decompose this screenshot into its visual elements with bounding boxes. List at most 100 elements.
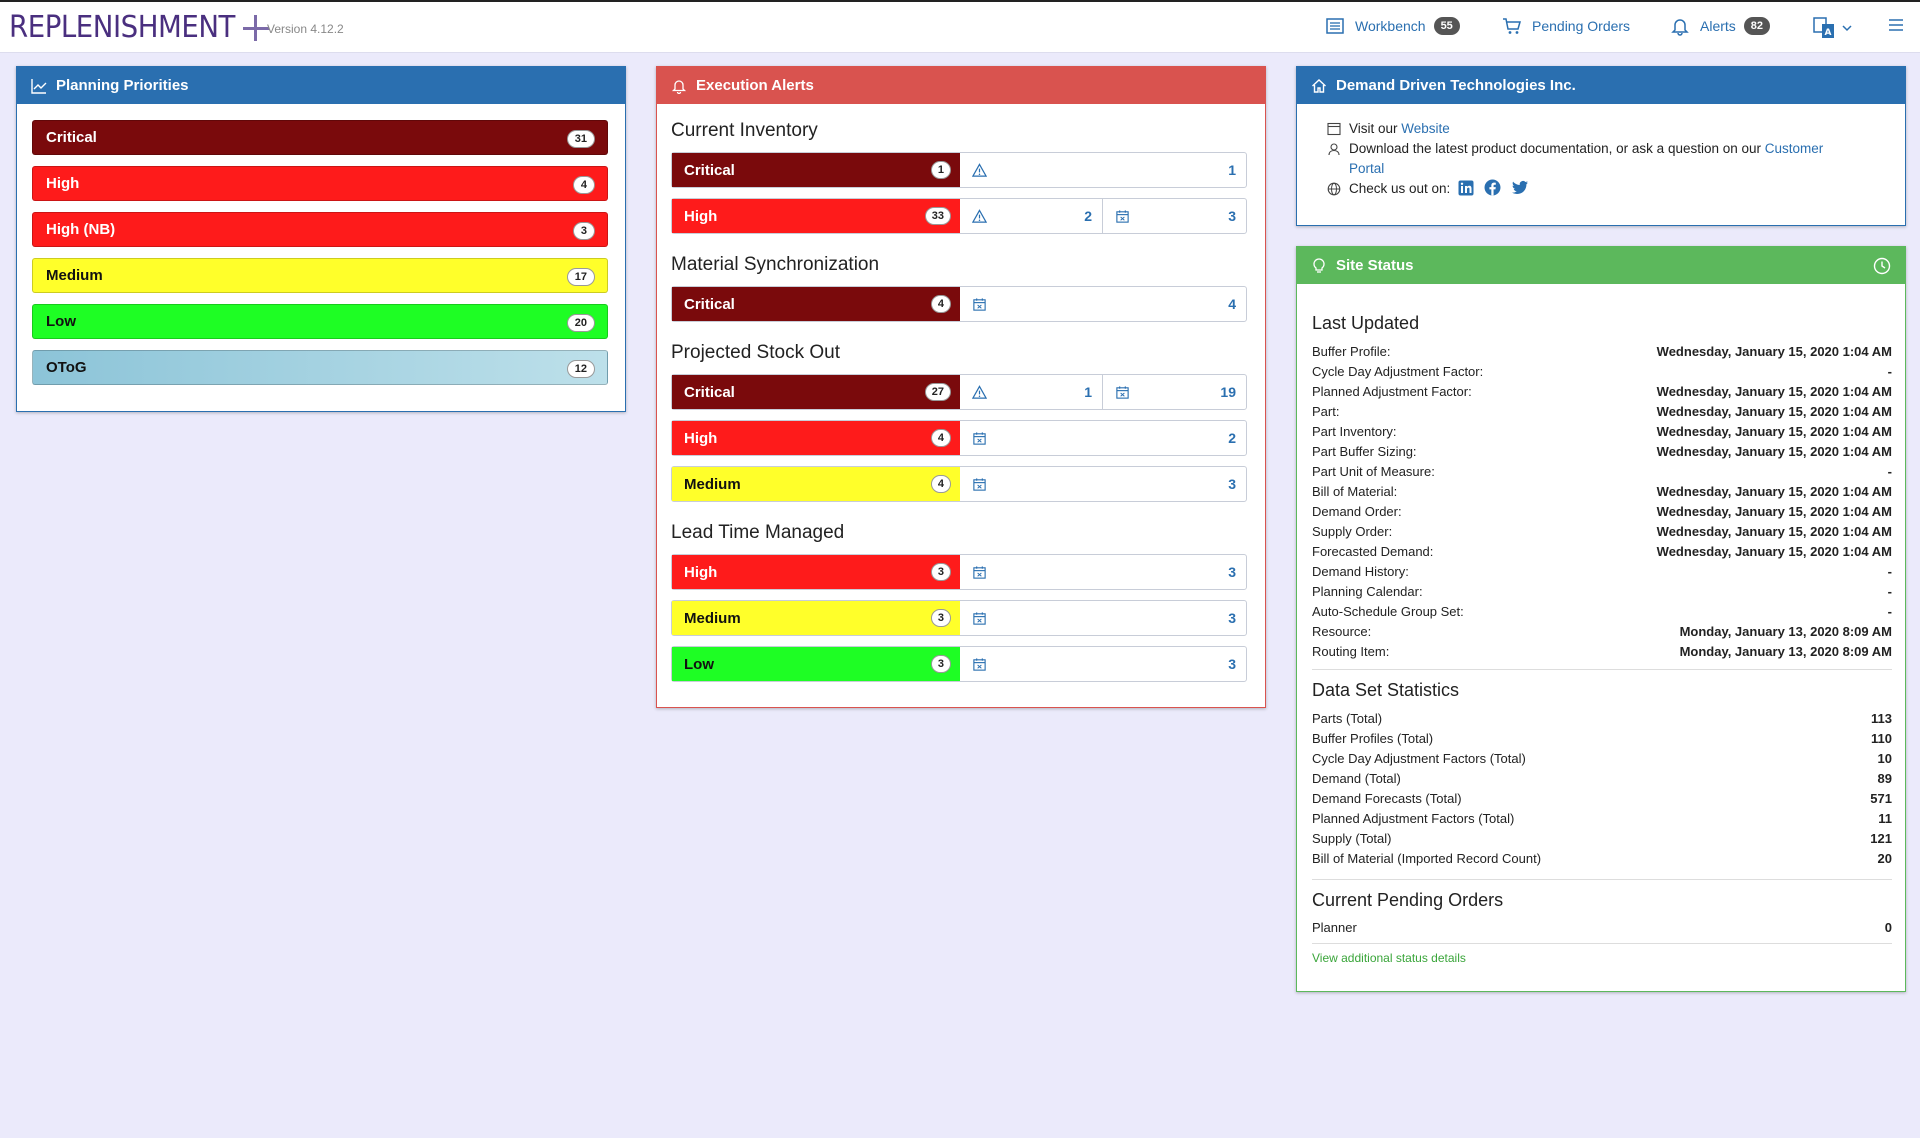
customer-portal-link[interactable]: Customer Portal [1349, 141, 1823, 176]
priority-high-nb[interactable]: High (NB) 3 [32, 212, 608, 247]
calendar-count-cell[interactable]: 3 [960, 467, 1246, 501]
alert-row-stockout-critical[interactable]: Critical 27 1 19 [671, 374, 1247, 410]
status-value: - [1887, 584, 1892, 599]
calendar-count-cell[interactable]: 3 [1103, 199, 1246, 233]
status-key: Resource: [1312, 624, 1372, 639]
priority-label: Critical [46, 129, 97, 146]
alert-label: Low [684, 655, 714, 673]
calendar-x-icon [973, 658, 986, 671]
website-link[interactable]: Website [1401, 121, 1450, 136]
status-row: Resource: Monday, January 13, 2020 8:09 A… [1312, 622, 1892, 642]
calendar-count-cell[interactable]: 3 [960, 555, 1246, 589]
alert-level: Medium 3 [672, 601, 960, 635]
status-value: - [1887, 604, 1892, 619]
workbench-label: Workbench [1355, 18, 1426, 34]
workbench-nav[interactable]: Workbench 55 [1325, 16, 1460, 36]
alert-count: 27 [924, 383, 951, 401]
planning-priorities-title: Planning Priorities [56, 77, 189, 94]
status-value: Wednesday, January 15, 2020 1:04 AM [1656, 544, 1892, 559]
section-material-synchronization: Material Synchronization [671, 254, 880, 275]
globe-icon [1327, 182, 1341, 196]
priority-medium[interactable]: Medium 17 [32, 258, 608, 293]
status-row: Buffer Profiles (Total) 110 [1312, 729, 1892, 749]
lightbulb-icon [1313, 257, 1325, 273]
calendar-count-cell[interactable]: 3 [960, 601, 1246, 635]
priority-critical[interactable]: Critical 31 [32, 120, 608, 155]
chevron-down-icon [1842, 25, 1852, 32]
status-key: Routing Item: [1312, 644, 1390, 659]
priority-count: 3 [572, 222, 595, 240]
warning-count-cell[interactable]: 2 [960, 199, 1103, 233]
calendar-x-icon [1116, 210, 1129, 223]
status-value: Wednesday, January 15, 2020 1:04 AM [1656, 524, 1892, 539]
twitter-icon[interactable] [1511, 180, 1529, 196]
priority-label: OToG [46, 359, 87, 376]
alert-row-leadtime-low[interactable]: Low 3 3 [671, 646, 1247, 682]
linkedin-icon[interactable] [1458, 180, 1474, 196]
clock-history-icon[interactable] [1873, 257, 1891, 275]
priority-count: 4 [572, 176, 595, 194]
alert-label: Medium [684, 475, 741, 493]
status-row: Demand Forecasts (Total) 571 [1312, 789, 1892, 809]
alert-level: Low 3 [672, 647, 960, 681]
alerts-nav[interactable]: Alerts 82 [1670, 16, 1771, 36]
version-label: Version 4.12.2 [267, 22, 344, 36]
trend-chart-icon [31, 78, 47, 94]
cell-value: 3 [1228, 564, 1236, 580]
site-status-panel: Site Status Last Updated Buffer Profile:… [1296, 246, 1906, 992]
cell-value: 2 [1228, 430, 1236, 446]
status-row: Bill of Material (Imported Record Count)… [1312, 849, 1892, 869]
status-value: Wednesday, January 15, 2020 1:04 AM [1656, 404, 1892, 419]
status-value: 113 [1871, 711, 1892, 726]
priority-low[interactable]: Low 20 [32, 304, 608, 339]
facebook-icon[interactable] [1484, 179, 1501, 196]
alert-row-leadtime-high[interactable]: High 3 3 [671, 554, 1247, 590]
alert-row-stockout-medium[interactable]: Medium 4 3 [671, 466, 1247, 502]
cart-icon [1503, 18, 1521, 34]
status-key: Buffer Profile: [1312, 344, 1391, 359]
cell-value: 19 [1220, 384, 1236, 400]
alerts-label: Alerts [1700, 18, 1736, 34]
bell-icon [1671, 19, 1689, 36]
alert-row-inventory-high[interactable]: High 33 2 3 [671, 198, 1247, 234]
visit-website-line: Visit our Website [1327, 119, 1450, 139]
status-row: Buffer Profile: Wednesday, January 15, 20… [1312, 342, 1892, 362]
cell-value: 3 [1228, 656, 1236, 672]
status-value: 110 [1871, 731, 1892, 746]
execution-alerts-header: Execution Alerts [657, 67, 1265, 104]
language-selector[interactable]: A [1812, 16, 1853, 40]
alert-row-stockout-high[interactable]: High 4 2 [671, 420, 1247, 456]
calendar-count-cell[interactable]: 19 [1103, 375, 1246, 409]
alert-row-matsync-critical[interactable]: Critical 4 4 [671, 286, 1247, 322]
section-projected-stock-out: Projected Stock Out [671, 342, 840, 363]
warning-count-cell[interactable]: 1 [960, 153, 1246, 187]
alert-level: Critical 1 [672, 153, 960, 187]
pending-orders-nav[interactable]: Pending Orders [1502, 16, 1630, 36]
cell-value: 4 [1228, 296, 1236, 312]
status-value: 0 [1884, 920, 1892, 935]
priority-otog[interactable]: OToG 12 [32, 350, 608, 385]
status-value: 20 [1877, 851, 1892, 866]
warning-icon [972, 385, 987, 399]
alert-label: Critical [684, 383, 735, 401]
status-row: Supply (Total) 121 [1312, 829, 1892, 849]
status-key: Bill of Material: [1312, 484, 1398, 499]
warning-count-cell[interactable]: 1 [960, 375, 1103, 409]
status-value: 10 [1877, 751, 1892, 766]
app-logo[interactable]: REPLENISHMENT [9, 10, 269, 46]
alert-level: High 4 [672, 421, 960, 455]
status-row: Supply Order: Wednesday, January 15, 2020… [1312, 522, 1892, 542]
alert-row-inventory-critical[interactable]: Critical 1 1 [671, 152, 1247, 188]
calendar-count-cell[interactable]: 4 [960, 287, 1246, 321]
current-pending-orders-title: Current Pending Orders [1312, 890, 1504, 910]
calendar-count-cell[interactable]: 2 [960, 421, 1246, 455]
calendar-x-icon [973, 478, 986, 491]
menu-button[interactable] [1887, 16, 1905, 34]
view-status-details-link[interactable]: View additional status details [1312, 951, 1466, 965]
calendar-count-cell[interactable]: 3 [960, 647, 1246, 681]
status-row: Planned Adjustment Factor: Wednesday, Jan… [1312, 382, 1892, 402]
alert-row-leadtime-medium[interactable]: Medium 3 3 [671, 600, 1247, 636]
status-key: Demand Order: [1312, 504, 1402, 519]
priority-high[interactable]: High 4 [32, 166, 608, 201]
status-key: Demand Forecasts (Total) [1312, 791, 1462, 806]
